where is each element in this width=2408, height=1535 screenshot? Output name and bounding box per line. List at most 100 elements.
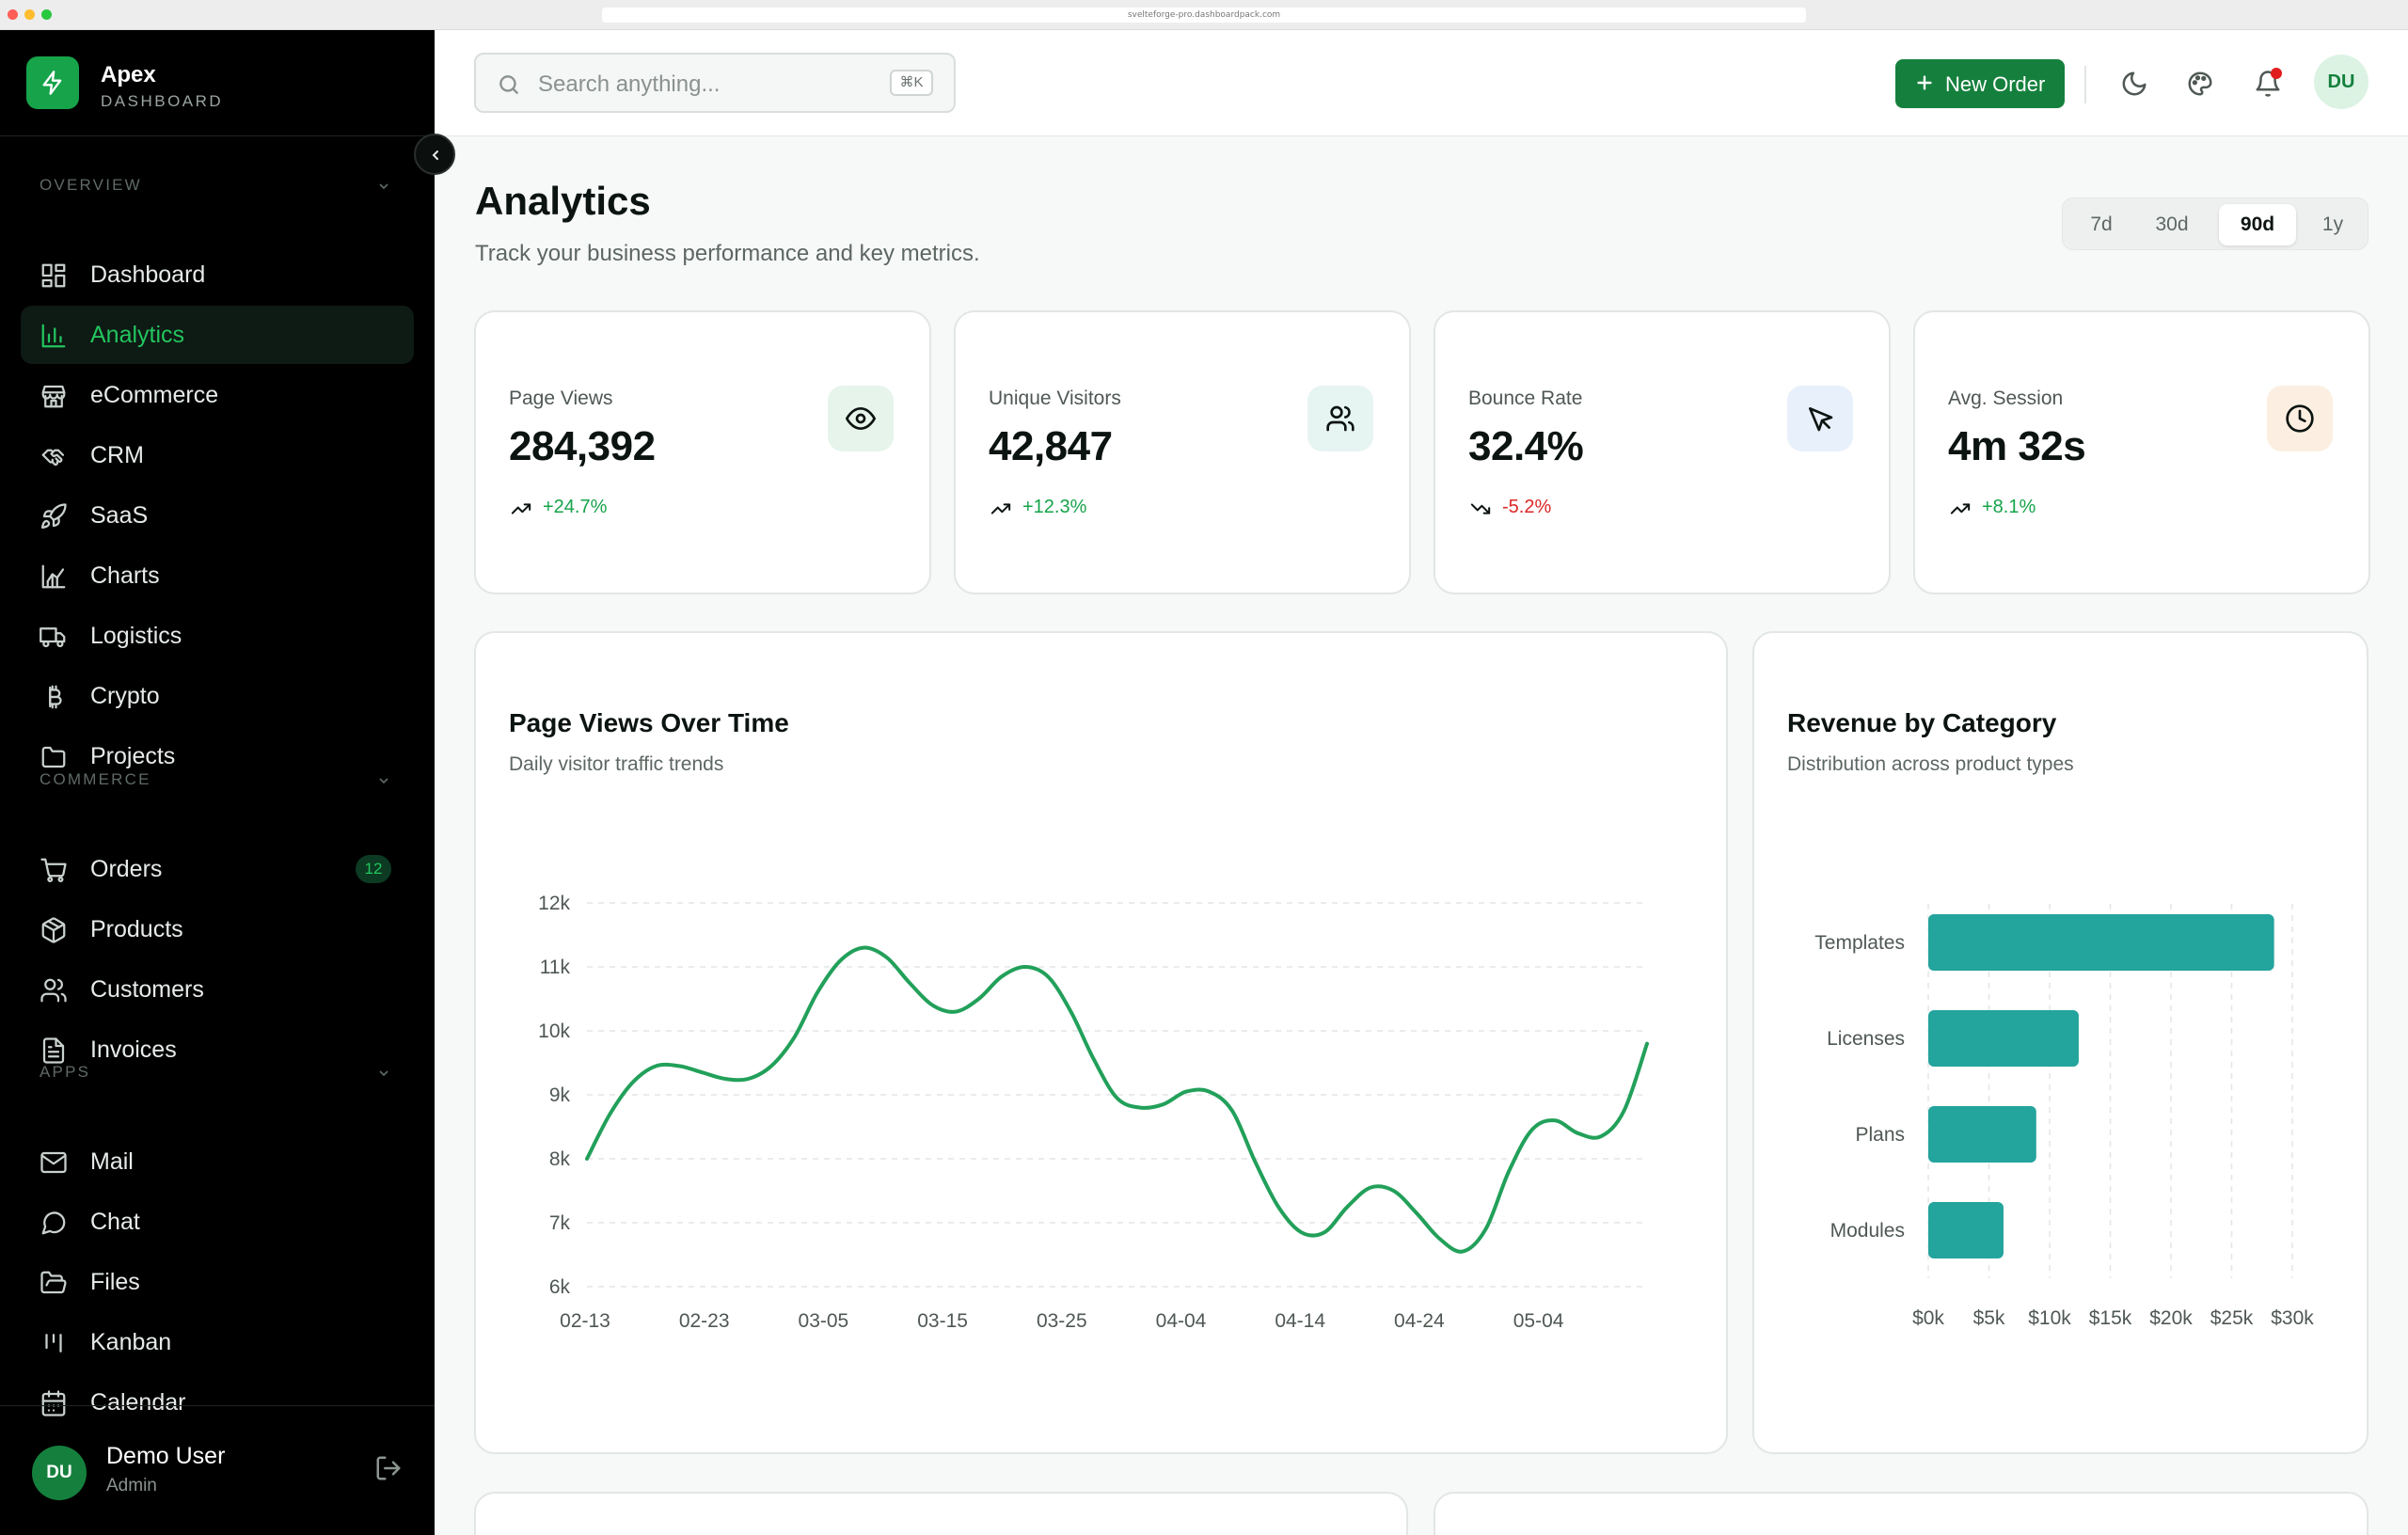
user-role: Admin [106,1476,157,1495]
y-tick-label: 6k [549,1276,571,1298]
close-window-button[interactable] [8,9,18,20]
rocket-icon [40,502,68,530]
sidebar-item-label: Analytics [90,322,185,348]
address-bar[interactable]: svelteforge-pro.dashboardpack.com [602,8,1806,23]
bitcoin-icon [40,683,68,711]
collapse-sidebar-button[interactable] [414,134,455,175]
stat-value: 4m 32s [1948,423,2086,469]
chevron-down-icon[interactable] [376,1066,391,1081]
palette-icon[interactable] [2186,70,2214,98]
y-tick-label: 10k [538,1021,570,1042]
x-tick-label: 05-04 [1513,1310,1564,1332]
sidebar-item-orders[interactable]: Orders 12 [21,840,414,898]
browser-chrome: svelteforge-pro.dashboardpack.com [0,0,2408,30]
sidebar-item-label: Mail [90,1148,134,1175]
new-order-button[interactable]: New Order [1895,59,2065,108]
mail-icon [40,1148,68,1177]
sidebar-item-dashboard[interactable]: Dashboard [21,245,414,304]
sidebar-item-logistics[interactable]: Logistics [21,607,414,665]
divider [0,135,435,136]
plus-icon [1917,75,1932,90]
range-option-selected[interactable]: 90d [2219,204,2296,245]
header-avatar[interactable]: DU [2314,55,2368,109]
package-icon [40,916,68,944]
sidebar-item-crm[interactable]: CRM [21,426,414,484]
chevron-down-icon[interactable] [376,179,391,194]
range-option[interactable]: 1y [2321,214,2344,235]
sidebar-item-ecommerce[interactable]: eCommerce [21,366,414,424]
y-tick-label: 8k [549,1148,571,1170]
sidebar-item-analytics[interactable]: Analytics [21,306,414,364]
section-label-overview: OVERVIEW [40,176,142,194]
maximize-window-button[interactable] [41,9,52,20]
sidebar-item-label: Files [90,1269,140,1295]
section-label-commerce: COMMERCE [40,770,151,788]
revenue-bar-chart: $0k $5k $10k $15k $20k $25k $30k Templates Licen… [1814,904,2314,1329]
x-tick-label: $5k [1973,1307,2005,1329]
sidebar-item-kanban[interactable]: Kanban [21,1313,414,1371]
bar-licenses[interactable] [1928,1010,2079,1067]
category-label: Plans [1855,1124,1905,1146]
sidebar-item-customers[interactable]: Customers [21,960,414,1019]
sidebar-item-charts[interactable]: Charts [21,546,414,605]
search-input[interactable]: Search anything... ⌘K [474,53,956,113]
page-views-series-line [585,945,1649,1254]
sidebar-item-products[interactable]: Products [21,900,414,958]
chart-title: Revenue by Category [1787,708,2057,737]
sidebar-item-chat[interactable]: Chat [21,1193,414,1251]
stat-value: 42,847 [989,423,1113,469]
cart-icon [40,856,68,884]
x-tick-label: $0k [1912,1307,1944,1329]
stat-value: 284,392 [509,423,656,469]
sidebar-item-label: eCommerce [90,382,219,408]
category-label: Modules [1830,1220,1905,1242]
store-icon [40,382,68,410]
x-tick-label: 02-13 [560,1310,610,1332]
sidebar-item-calendar[interactable]: Calendar [21,1373,414,1432]
sidebar-item-invoices[interactable]: Invoices [21,1021,414,1079]
sidebar-item-label: Calendar [90,1389,186,1416]
page-views-line-chart: 6k 7k 8k 9k 10k 11k 12k 02-13 02-23 03-05 03-15 03-… [538,893,1649,1332]
y-tick-label: 12k [538,893,570,914]
date-range-selector: 7d 30d 90d 1y [2062,198,2368,250]
folder-icon [40,743,68,771]
trending-up-icon [1950,503,1971,514]
x-tick-label: $25k [2210,1307,2254,1329]
stat-change-value: +8.1% [1982,497,2036,517]
page-views-card: Page Views Over Time Daily visitor traff… [474,631,1728,1454]
range-option[interactable]: 7d [2090,214,2113,235]
stat-change-value: +24.7% [543,497,608,517]
count-badge: 12 [356,855,391,883]
area-chart-icon [40,562,68,591]
users-icon [40,976,68,1005]
user-avatar[interactable]: DU [32,1446,87,1500]
y-tick-label: 7k [549,1212,571,1234]
trending-up-icon [990,503,1011,514]
bar-plans[interactable] [1928,1106,2036,1163]
sidebar-item-saas[interactable]: SaaS [21,486,414,545]
brand-subtitle: DASHBOARD [101,92,224,110]
sidebar-item-label: Kanban [90,1329,172,1355]
minimize-window-button[interactable] [24,9,35,20]
sidebar-item-mail[interactable]: Mail [21,1132,414,1191]
stat-label: Avg. Session [1948,388,2064,409]
sidebar-item-label: Invoices [90,1037,177,1063]
section-label-apps: APPS [40,1063,91,1081]
logout-icon[interactable] [374,1454,403,1482]
x-tick-label: 02-23 [679,1310,730,1332]
file-text-icon [40,1037,68,1065]
bar-modules[interactable] [1928,1202,2004,1258]
sidebar-item-projects[interactable]: Projects [21,727,414,785]
sidebar-item-crypto[interactable]: Crypto [21,667,414,725]
page-subtitle: Track your business performance and key … [475,241,980,266]
bar-chart-icon [40,322,68,350]
top-header: Search anything... ⌘K New Order DU [435,30,2408,136]
bell-icon[interactable] [2254,70,2282,98]
x-tick-label: 03-15 [917,1310,968,1332]
chart-subtitle: Daily visitor traffic trends [509,753,724,775]
chevron-down-icon[interactable] [376,773,391,788]
moon-icon[interactable] [2120,70,2148,98]
bar-templates[interactable] [1928,914,2274,971]
range-option[interactable]: 30d [2155,214,2189,235]
sidebar-item-files[interactable]: Files [21,1253,414,1311]
